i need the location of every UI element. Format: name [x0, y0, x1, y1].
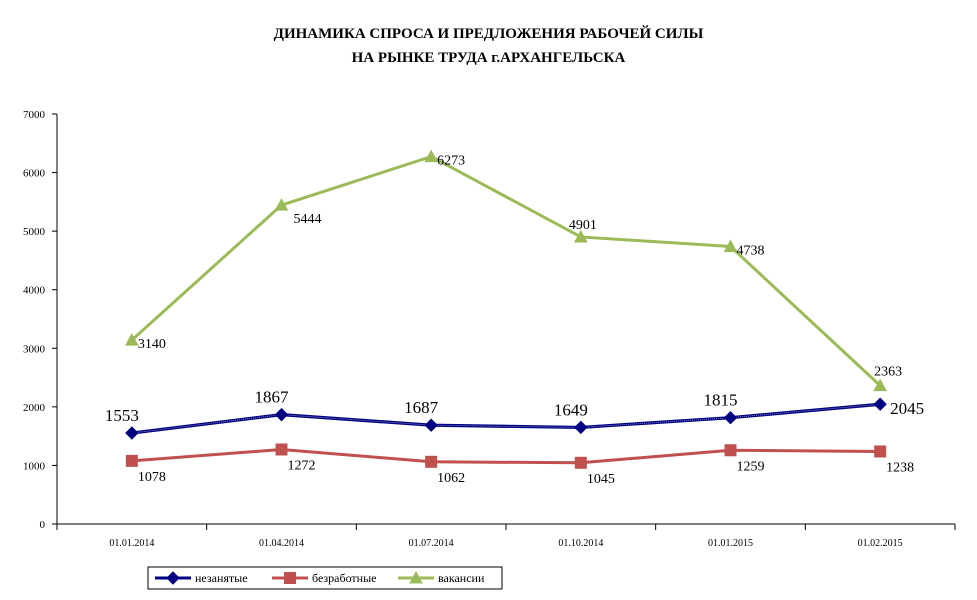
y-tick-label: 4000: [23, 285, 46, 297]
series-line-1: [131, 447, 881, 465]
data-label: 4901: [569, 218, 597, 233]
series-layer: [124, 149, 888, 469]
legend: незанятые безработные вакансии: [147, 566, 503, 590]
data-label: 1815: [704, 391, 738, 410]
data-label: 1687: [404, 398, 439, 417]
data-label: 1649: [554, 400, 588, 419]
data-point: [125, 454, 138, 467]
data-point: [723, 239, 738, 252]
data-point: [124, 333, 139, 346]
data-label: 1045: [587, 472, 615, 487]
legend-label-1: безработные: [312, 571, 377, 585]
data-label: 1553: [105, 406, 139, 425]
x-tick-label: 01.07.2014: [409, 538, 454, 549]
data-point: [873, 397, 887, 411]
data-label: 2363: [874, 365, 902, 380]
data-point: [424, 418, 438, 432]
data-label: 1078: [138, 470, 166, 485]
data-label: 1272: [288, 458, 316, 473]
data-point: [574, 420, 588, 435]
y-tick-label: 7000: [23, 109, 46, 121]
data-label: 1238: [886, 460, 914, 475]
data-label: 6273: [437, 154, 465, 169]
y-tick-label: 6000: [23, 168, 46, 180]
data-point: [723, 410, 738, 425]
data-label: 1867: [255, 388, 290, 407]
data-point: [425, 455, 438, 468]
series-line-2: [130, 154, 882, 387]
data-point: [724, 444, 737, 457]
x-tick-label: 01.10.2014: [558, 538, 603, 549]
data-point: [424, 149, 439, 163]
series-1: [125, 443, 887, 469]
data-label: 1259: [737, 459, 765, 474]
data-label: 3140: [138, 337, 166, 352]
series-2: [124, 149, 888, 392]
legend-marker-0: [166, 571, 180, 585]
chart-title-line-1: ДИНАМИКА СПРОСА И ПРЕДЛОЖЕНИЯ РАБОЧЕЙ СИ…: [273, 26, 704, 42]
data-labels: 1553 1867 1687 1649 1815 2045 1078 1272 1062 1045…: [105, 154, 924, 487]
chart-title-line-2: НА РЫНКЕ ТРУДА г.АРХАНГЕЛЬСКА: [351, 50, 626, 66]
y-tick-label: 3000: [23, 343, 46, 355]
data-point: [874, 445, 887, 458]
x-tick-label: 01.04.2014: [259, 538, 304, 549]
data-point: [573, 229, 588, 243]
x-tick-label: 01.01.2014: [109, 538, 154, 549]
data-point: [274, 407, 289, 422]
data-point: [275, 443, 288, 456]
series-line-0: [131, 402, 881, 435]
data-label: 4738: [737, 243, 765, 258]
y-tick-label: 5000: [23, 226, 46, 238]
data-label: 5444: [294, 212, 322, 227]
data-point: [574, 456, 587, 469]
data-label: 1062: [437, 471, 465, 486]
legend-label-2: вакансии: [438, 571, 485, 585]
data-point: [873, 378, 888, 392]
axes: 0 1000 2000 3000 4000 5000 6000 7000 01.01.2014 0…: [23, 109, 956, 549]
x-tick-label: 01.01.2015: [708, 538, 753, 549]
series-0: [125, 397, 887, 440]
legend-label-0: незанятые: [195, 571, 248, 585]
data-point: [125, 426, 139, 440]
y-tick-label: 1000: [23, 460, 46, 472]
y-tick-label: 0: [40, 519, 46, 531]
legend-marker-1: [284, 572, 296, 584]
y-tick-label: 2000: [23, 402, 46, 414]
data-point: [274, 198, 289, 211]
x-tick-label: 01.02.2015: [858, 538, 903, 549]
data-label: 2045: [890, 399, 924, 418]
legend-marker-2: [409, 570, 423, 584]
